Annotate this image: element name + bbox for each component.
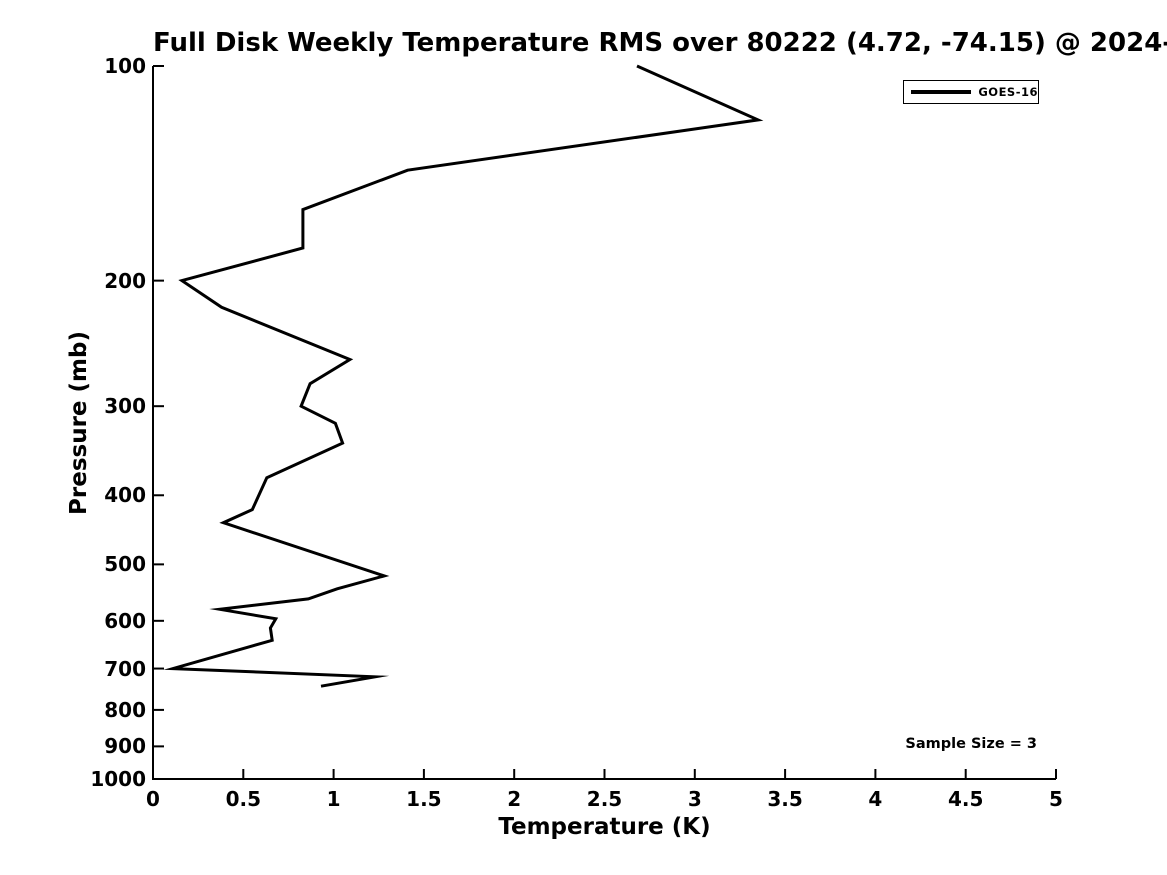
y-axis-title: Pressure (mb) (66, 331, 92, 515)
legend: GOES-16 (903, 80, 1039, 104)
y-tick-label: 800 (104, 697, 146, 722)
y-tick-label: 100 (104, 54, 146, 78)
y-tick-label: 1000 (90, 767, 146, 791)
y-tick-label: 600 (104, 608, 146, 633)
y-tick-label: 700 (104, 656, 146, 681)
sample-size-note: Sample Size = 3 (905, 736, 1037, 752)
y-tick-label: 300 (104, 394, 146, 419)
goes16-line (163, 64, 764, 688)
legend-line-icon (911, 90, 972, 94)
chart-title: Full Disk Weekly Temperature RMS over 80… (153, 28, 1167, 58)
axis-ticks (152, 65, 1057, 780)
legend-entry-label: GOES-16 (978, 85, 1038, 99)
y-tick-label: 500 (104, 552, 146, 577)
y-tick-label: 400 (104, 483, 146, 508)
y-tick-label: 900 (104, 734, 146, 759)
x-axis-title: Temperature (K) (498, 814, 711, 840)
y-tick-label: 200 (104, 268, 146, 293)
